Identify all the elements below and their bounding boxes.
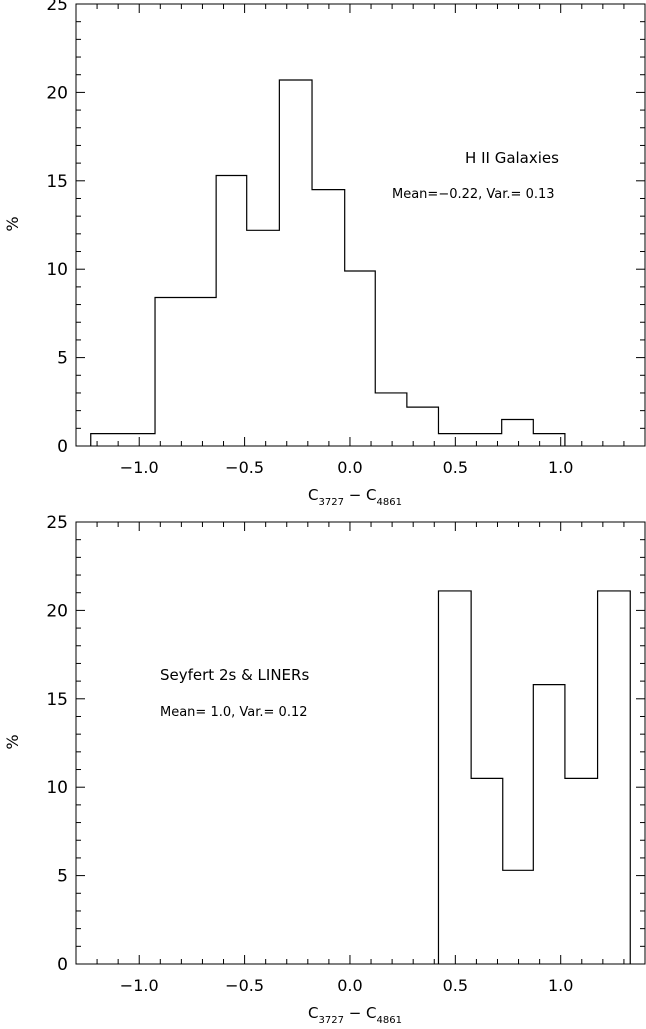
- annotation-title: H II Galaxies: [465, 149, 559, 167]
- histogram-bars: [91, 80, 565, 446]
- x-tick-labels: −1.0 −0.5 0.0 0.5 1.0: [120, 976, 574, 995]
- axis-ticks: [75, 3, 646, 447]
- histogram-bar: [502, 419, 534, 446]
- x-axis-label-sub-3727: 3727: [318, 1015, 343, 1026]
- histogram-bar: [503, 870, 534, 964]
- y-tick-label: 20: [46, 601, 68, 621]
- histogram-bar: [312, 190, 345, 446]
- annotation-stats: Mean=−0.22, Var.= 0.13: [392, 187, 555, 202]
- histogram-bar: [345, 271, 376, 446]
- histogram-outline: [90, 79, 566, 446]
- histogram-bar: [216, 175, 247, 446]
- seyfert-liners-panel: −1.0 −0.5 0.0 0.5 1.0 0 5 10 15 20 25 Seyfert 2s …: [3, 513, 646, 1026]
- histogram-bar: [438, 591, 471, 964]
- y-tick-label: 15: [46, 172, 68, 192]
- annotation-stats: Mean= 1.0, Var.= 0.12: [160, 705, 308, 720]
- x-tick-label: −0.5: [225, 976, 264, 995]
- histogram-bar: [155, 297, 216, 446]
- y-tick-labels: 0 5 10 15 20 25: [46, 513, 68, 975]
- y-tick-label: 20: [46, 83, 68, 103]
- x-axis-label-sub-4861: 4861: [377, 1015, 402, 1026]
- histogram-bar: [565, 778, 598, 964]
- x-axis-label-sub-3727: 3727: [318, 497, 343, 508]
- y-axis-label: %: [3, 216, 22, 231]
- x-axis-label-minus-c: − C: [344, 1004, 377, 1022]
- histogram-bar: [598, 591, 631, 964]
- histogram-bar: [279, 80, 312, 446]
- histogram-bar: [375, 393, 407, 446]
- y-tick-label: 25: [46, 0, 68, 15]
- y-tick-label: 15: [46, 690, 68, 710]
- histogram-bars: [438, 591, 630, 964]
- x-axis-label: C3727 − C4861: [308, 486, 402, 508]
- x-tick-label: 1.0: [548, 976, 573, 995]
- y-tick-label: 5: [57, 867, 68, 887]
- y-tick-label: 25: [46, 513, 68, 533]
- x-tick-label: 0.5: [443, 976, 468, 995]
- plot-frame: [75, 3, 646, 447]
- y-tick-labels: 0 5 10 15 20 25: [46, 0, 68, 457]
- x-axis-label-sub-4861: 4861: [377, 497, 402, 508]
- histogram-bar: [438, 434, 501, 446]
- y-tick-label: 0: [57, 437, 68, 457]
- y-tick-label: 10: [46, 778, 68, 798]
- y-tick-label: 5: [57, 349, 68, 369]
- y-tick-label: 0: [57, 955, 68, 975]
- hii-galaxies-panel: −1.0 −0.5 0.0 0.5 1.0 0 5 10 15 20 25 H II Galaxi…: [3, 0, 646, 508]
- histogram-bar: [407, 407, 439, 446]
- histogram-bar: [533, 685, 565, 964]
- axis-ticks: [75, 521, 646, 965]
- x-tick-label: 0.5: [443, 458, 468, 477]
- annotation-title: Seyfert 2s & LINERs: [160, 666, 309, 684]
- x-axis-label-c: C: [308, 486, 318, 504]
- x-axis-label-c: C: [308, 1004, 318, 1022]
- x-axis-label-minus-c: − C: [344, 486, 377, 504]
- histogram-bar: [471, 778, 503, 964]
- plot-frame: [75, 521, 646, 965]
- x-axis-label: C3727 − C4861: [308, 1004, 402, 1026]
- x-tick-label: 0.0: [337, 458, 362, 477]
- y-tick-label: 10: [46, 260, 68, 280]
- histogram-bar: [91, 434, 155, 446]
- histogram-outline: [437, 590, 631, 964]
- histogram-bar: [533, 434, 565, 446]
- x-tick-label: −1.0: [120, 458, 159, 477]
- x-tick-label: −0.5: [225, 458, 264, 477]
- histogram-bar: [247, 230, 280, 446]
- y-axis-label: %: [3, 734, 22, 749]
- x-tick-label: 1.0: [548, 458, 573, 477]
- x-tick-label: −1.0: [120, 976, 159, 995]
- x-tick-labels: −1.0 −0.5 0.0 0.5 1.0: [120, 458, 574, 477]
- x-tick-label: 0.0: [337, 976, 362, 995]
